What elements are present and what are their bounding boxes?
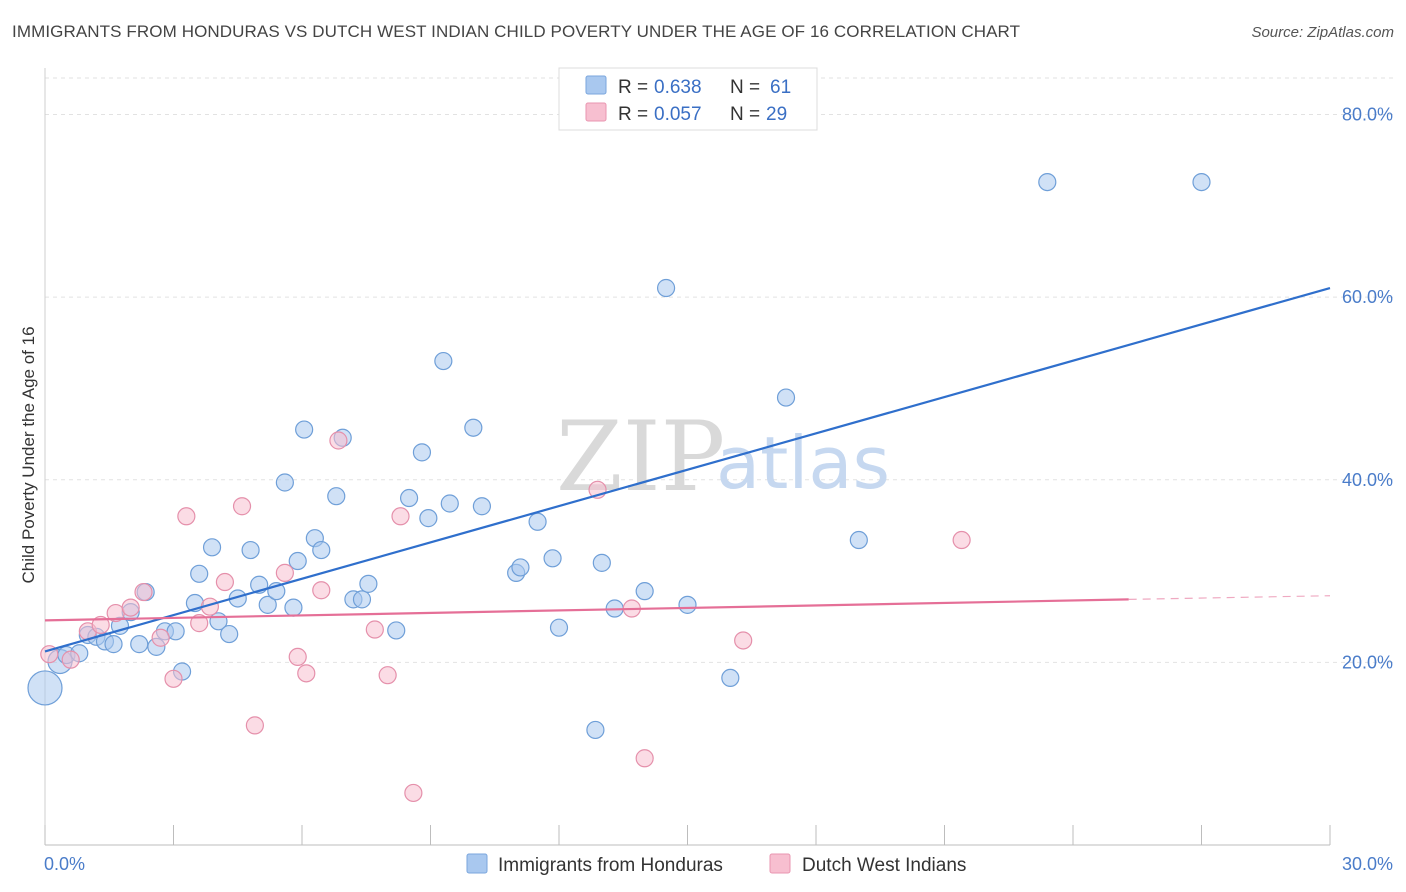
- point-s0-54: [656, 278, 676, 298]
- point-s0-57: [776, 388, 796, 407]
- point-s0-50: [586, 720, 605, 740]
- point-s1-23: [404, 783, 423, 803]
- point-s1-1: [61, 650, 80, 669]
- point-s1-14: [245, 716, 264, 735]
- point-s1-25: [635, 749, 654, 768]
- y-tick-label-1: 40.0%: [1342, 470, 1393, 490]
- point-s0-32: [327, 487, 346, 506]
- x-tick-label-1: 30.0%: [1342, 854, 1393, 874]
- trend-line-1: [44, 598, 1129, 622]
- point-s0-38: [399, 488, 419, 508]
- point-s0-20: [220, 624, 239, 644]
- point-s0-27: [284, 598, 303, 617]
- point-s1-3: [91, 615, 110, 635]
- y-tick-label-0: 20.0%: [1342, 652, 1393, 672]
- x-tick-label-0: 0.0%: [44, 854, 85, 874]
- chart-source: Source: ZipAtlas.com: [1251, 24, 1394, 41]
- legend-n-label-1: N =: [730, 77, 760, 98]
- legend-r-value-2: 0.057: [654, 104, 702, 125]
- legend-swatch-dutch: [585, 102, 607, 122]
- point-s0-40: [419, 509, 438, 528]
- point-s1-18: [312, 581, 331, 600]
- point-s1-20: [365, 620, 384, 639]
- point-s0-43: [464, 418, 483, 437]
- point-s0-42: [440, 494, 459, 513]
- point-s0-59: [1038, 172, 1057, 192]
- point-s1-9: [177, 507, 196, 526]
- y-tick-label-2: 60.0%: [1342, 287, 1393, 307]
- watermark-atlas: atlas: [716, 421, 890, 505]
- point-s1-21: [378, 666, 397, 685]
- point-s1-8: [164, 669, 183, 688]
- point-s0-49: [549, 618, 569, 637]
- point-s1-17: [297, 664, 316, 683]
- chart-title: IMMIGRANTS FROM HONDURAS VS DUTCH WEST I…: [12, 22, 1021, 41]
- point-s0-28: [288, 551, 307, 571]
- point-s0-48: [543, 549, 562, 568]
- point-s1-7: [151, 628, 170, 647]
- point-s0-46: [511, 558, 530, 577]
- point-s0-60: [1192, 172, 1211, 192]
- point-s0-36: [359, 574, 378, 593]
- bottom-legend-label-dutch: Dutch West Indians: [802, 855, 966, 876]
- tick-labels: 20.0% 40.0% 60.0% 80.0% 0.0% 30.0%: [44, 105, 1393, 874]
- grid-lines: [45, 77, 1393, 663]
- legend-n-value-2: 29: [766, 104, 787, 125]
- point-s1-19: [329, 431, 348, 450]
- legend-n-value-1: 61: [770, 77, 791, 98]
- point-s0-26: [275, 473, 294, 492]
- point-s0-18: [202, 538, 222, 557]
- watermark-zip: ZIP: [556, 401, 725, 513]
- point-s0-14: [166, 622, 185, 641]
- trend-lines: [44, 286, 1331, 653]
- legend-swatch-honduras: [585, 75, 607, 95]
- point-s0-35: [352, 590, 372, 609]
- point-s0-22: [241, 540, 260, 560]
- bottom-legend-label-honduras: Immigrants from Honduras: [498, 855, 723, 876]
- y-axis-label: Child Poverty Under the Age of 16: [19, 326, 38, 583]
- legend-r-label-2: R =: [618, 104, 648, 125]
- point-s0-39: [412, 443, 432, 462]
- point-s0-0: [27, 670, 63, 706]
- point-s0-7: [104, 635, 123, 654]
- bottom-legend: Immigrants from Honduras Dutch West Indi…: [466, 853, 966, 876]
- legend-r-value-1: 0.638: [654, 77, 702, 98]
- legend-r-label-1: R =: [618, 77, 648, 98]
- point-s0-31: [312, 540, 331, 560]
- trend-line-extension-1: [1128, 595, 1331, 600]
- point-s0-53: [635, 582, 654, 601]
- point-s1-13: [232, 497, 252, 516]
- y-tick-label-3: 80.0%: [1342, 105, 1393, 125]
- point-s0-10: [130, 635, 149, 654]
- bottom-legend-swatch-honduras: [466, 853, 488, 874]
- point-s1-6: [134, 582, 153, 602]
- point-s0-51: [592, 553, 611, 572]
- point-s0-37: [387, 621, 406, 640]
- trend-line-0: [44, 286, 1331, 653]
- point-s0-44: [472, 497, 491, 516]
- point-s1-28: [952, 530, 971, 550]
- point-s1-16: [288, 647, 307, 667]
- point-s1-10: [190, 614, 209, 633]
- point-s0-41: [434, 351, 453, 371]
- bottom-legend-swatch-dutch: [769, 853, 791, 874]
- point-s1-22: [391, 507, 410, 526]
- point-s0-17: [190, 564, 209, 583]
- watermark: ZIP atlas: [556, 401, 890, 513]
- point-s1-27: [734, 631, 753, 650]
- point-s1-5: [121, 598, 140, 617]
- point-s0-29: [295, 420, 314, 439]
- point-s1-12: [215, 572, 234, 592]
- legend: R = 0.638 N = 61 R = 0.057 N = 29: [558, 67, 818, 131]
- axes: [44, 68, 1331, 846]
- point-s0-24: [258, 595, 277, 614]
- point-s1-15: [275, 563, 294, 582]
- point-s0-47: [528, 512, 547, 531]
- point-s0-58: [849, 530, 868, 550]
- legend-n-label-2: N =: [730, 104, 760, 125]
- point-s0-56: [721, 668, 740, 688]
- point-s0-55: [678, 595, 697, 614]
